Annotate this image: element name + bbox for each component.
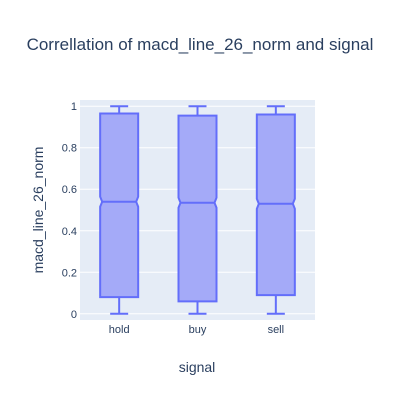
y-axis-ticks: 0 0.2 0.4 0.6 0.8 1 bbox=[62, 101, 77, 321]
box-hold bbox=[99, 105, 140, 315]
box-sell bbox=[255, 105, 296, 315]
box-body bbox=[177, 114, 218, 303]
x-axis-ticks: hold buy sell bbox=[109, 324, 284, 336]
y-tick-label: 0.6 bbox=[62, 184, 77, 196]
box-body bbox=[255, 113, 296, 297]
y-tick-label: 0.4 bbox=[62, 226, 77, 238]
y-axis-title: macd_line_26_norm bbox=[30, 147, 46, 274]
box-body bbox=[99, 112, 140, 299]
x-tick-label: buy bbox=[189, 324, 207, 336]
boxes bbox=[99, 105, 296, 315]
box-buy bbox=[177, 105, 218, 315]
y-tick-label: 0.8 bbox=[62, 143, 77, 155]
x-axis-title: signal bbox=[179, 359, 216, 375]
y-tick-label: 0 bbox=[71, 309, 77, 321]
y-tick-label: 0.2 bbox=[62, 267, 77, 279]
y-tick-label: 1 bbox=[71, 101, 77, 113]
x-tick-label: sell bbox=[268, 324, 285, 336]
chart-title: Correllation of macd_line_26_norm and si… bbox=[27, 35, 374, 54]
x-tick-label: hold bbox=[109, 324, 130, 336]
